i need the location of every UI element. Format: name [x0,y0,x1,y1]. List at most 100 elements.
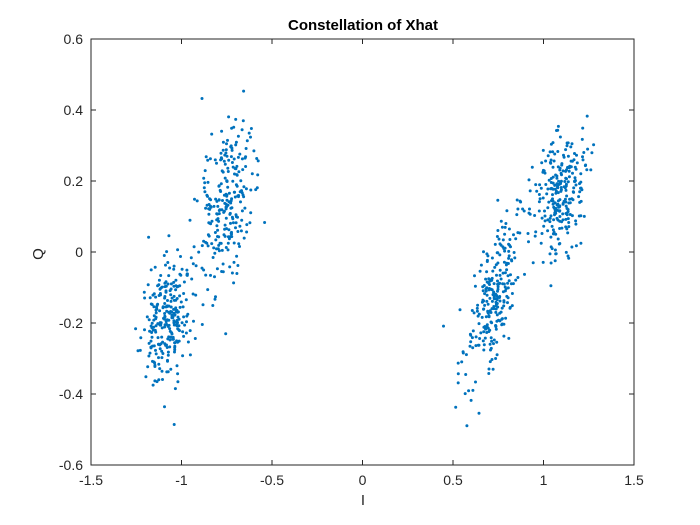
scatter-point [550,224,554,228]
scatter-point [219,156,223,160]
scatter-point [579,241,583,245]
scatter-point [565,207,569,210]
scatter-point [488,328,492,332]
scatter-point [256,173,260,177]
scatter-point [507,279,511,283]
scatter-point [241,168,245,172]
scatter-point [183,323,187,327]
scatter-point [482,348,486,352]
scatter-point [540,161,544,165]
scatter-point [574,244,578,248]
scatter-point [526,232,530,235]
scatter-point [573,176,577,180]
scatter-point [232,157,236,161]
scatter-point [222,159,226,163]
scatter-point [528,212,532,216]
scatter-point [565,144,569,148]
scatter-point [240,218,244,222]
scatter-point [495,298,499,302]
scatter-point [558,205,561,209]
scatter-point [186,340,190,344]
scatter-point [502,260,506,264]
scatter-point [219,151,223,155]
scatter-point [478,269,482,273]
scatter-point [564,217,568,221]
scatter-point [564,182,568,186]
scatter-point [149,339,153,343]
scatter-point [464,373,468,376]
x-tick-label: 1 [540,472,548,488]
scatter-point [456,361,460,365]
scatter-point [178,329,181,333]
scatter-point [249,188,253,192]
scatter-point [589,168,593,172]
scatter-point [255,186,259,190]
scatter-point [226,203,230,207]
scatter-point [491,293,495,297]
scatter-point [234,215,238,219]
scatter-point [206,180,210,184]
scatter-point [221,270,225,274]
scatter-point [499,310,503,314]
scatter-point [542,224,546,228]
scatter-point [490,307,494,311]
scatter-point [158,343,162,347]
scatter-point [495,294,499,298]
scatter-point [491,269,495,273]
scatter-point [175,364,179,368]
scatter-point [549,284,553,288]
scatter-point [575,161,579,165]
scatter-point [188,353,192,357]
scatter-point [485,286,489,290]
scatter-point [170,332,174,336]
scatter-point [470,336,474,340]
scatter-point [579,186,583,190]
scatter-point [582,214,586,218]
scatter-point [567,256,571,260]
scatter-point [236,134,240,138]
scatter-point [556,150,560,153]
scatter-point [172,267,176,271]
scatter-point [514,278,518,282]
scatter-point [551,141,555,145]
scatter-point [157,283,161,287]
scatter-point [567,175,571,179]
scatter-point [481,289,485,293]
scatter-point [501,271,505,275]
scatter-point [565,194,569,198]
scatter-point [513,256,517,260]
scatter-point [498,296,501,299]
scatter-point [484,289,488,293]
scatter-point [528,207,531,211]
scatter-point [512,251,516,254]
scatter-point [166,261,170,264]
scatter-point [179,300,183,304]
scatter-point [225,179,229,183]
scatter-point [165,346,169,349]
scatter-point [169,367,173,371]
scatter-point [558,166,562,170]
scatter-point [224,246,228,249]
scatter-point [564,200,568,204]
scatter-point [558,135,562,139]
scatter-point [215,212,219,216]
scatter-point [182,292,186,295]
scatter-point [489,336,493,340]
scatter-point [471,329,475,333]
scatter-point [580,137,584,141]
scatter-point [497,237,501,241]
scatter-point [142,290,146,294]
scatter-point [573,179,577,183]
scatter-point [559,186,563,189]
scatter-point [245,223,249,227]
scatter-point [533,214,537,217]
scatter-point [461,351,465,355]
scatter-point [573,152,576,155]
scatter-point [585,114,589,118]
scatter-point [167,304,171,308]
scatter-point [163,325,167,329]
scatter-point [543,209,546,213]
scatter-point [507,254,511,258]
scatter-point [166,337,170,341]
scatter-point [166,282,170,286]
